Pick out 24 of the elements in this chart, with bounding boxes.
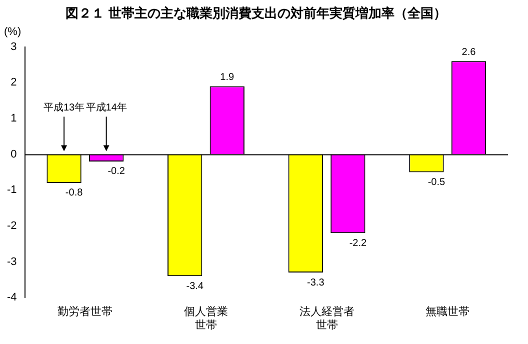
x-tick-label: 無職世帯: [426, 305, 470, 318]
data-label: -0.2: [108, 166, 126, 178]
data-label: -0.8: [65, 188, 84, 199]
x-tick-label: 勤労者世帯: [58, 305, 113, 318]
x-tick-label: 個人営業世帯: [184, 305, 228, 332]
data-label: -3.3: [307, 277, 325, 288]
y-tick-label: -2: [7, 220, 17, 232]
y-tick-label: 1: [10, 112, 17, 124]
y-axis-title: (%): [4, 26, 22, 38]
text: 平成13年: [43, 101, 85, 114]
chart-title: 図２１ 世帯主の主な職業別消費支出の対前年実質増加率（全国）: [66, 5, 446, 20]
x-tick-label: 法人経営者世帯: [299, 305, 354, 332]
data-label: -3.4: [186, 280, 204, 292]
data-label: 2.6: [462, 46, 476, 58]
data-label: -2.2: [349, 238, 367, 249]
y-tick-label: 3: [10, 40, 17, 53]
y-tick-label: 2: [10, 76, 17, 89]
y-tick-label: -1: [7, 184, 17, 196]
text: 平成14年: [86, 101, 127, 114]
y-tick-label: -4: [7, 292, 17, 304]
data-label: -0.5: [428, 176, 446, 188]
y-tick-label: -3: [7, 256, 17, 268]
data-label: 1.9: [220, 72, 235, 83]
y-tick-label: 0: [10, 148, 17, 160]
